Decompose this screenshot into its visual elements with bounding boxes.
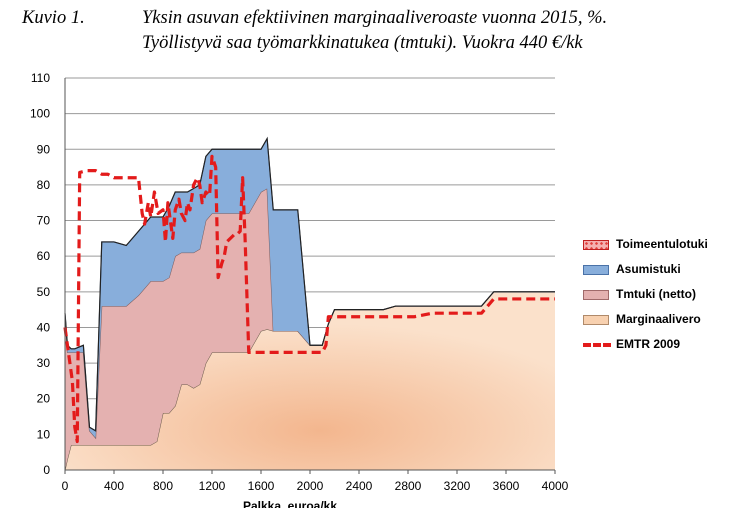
tick-labels: 0 10 20 30 40 50 60 70 80 90 100 110 0 400 800 1200 1600… bbox=[30, 71, 569, 493]
y-tick-label: 90 bbox=[37, 142, 51, 156]
x-axis-label: Palkka, euroa/kk bbox=[243, 499, 337, 508]
legend-item-emtr-2009: EMTR 2009 bbox=[583, 336, 730, 356]
legend-swatch-toimeentulotuki bbox=[583, 240, 609, 250]
x-tick-label: 3600 bbox=[493, 479, 520, 493]
x-tick-label: 400 bbox=[104, 479, 124, 493]
legend-label-toimeentulotuki: Toimeentulotuki bbox=[616, 237, 708, 251]
axes bbox=[64, 78, 556, 474]
line-emtr-2009 bbox=[63, 154, 555, 444]
y-tick-label: 0 bbox=[43, 463, 50, 477]
y-tick-label: 40 bbox=[37, 320, 51, 334]
x-tick-label: 1200 bbox=[199, 479, 226, 493]
x-tick-label: 800 bbox=[153, 479, 173, 493]
y-tick-label: 20 bbox=[37, 392, 51, 406]
figure-number: Kuvio 1. bbox=[22, 8, 85, 28]
y-tick-label: 60 bbox=[37, 249, 51, 263]
legend-swatch-tmtuki bbox=[583, 290, 609, 300]
x-tick-label: 2400 bbox=[346, 479, 373, 493]
y-tick-label: 10 bbox=[37, 427, 51, 441]
x-tick-label: 2000 bbox=[297, 479, 324, 493]
x-tick-label: 3200 bbox=[444, 479, 471, 493]
x-tick-label: 0 bbox=[62, 479, 69, 493]
y-tick-label: 110 bbox=[31, 71, 50, 85]
legend-label-marginaalivero: Marginaalivero bbox=[616, 312, 701, 326]
legend-swatch-marginaalivero bbox=[583, 315, 609, 325]
y-tick-label: 30 bbox=[37, 356, 51, 370]
y-tick-label: 100 bbox=[30, 107, 50, 121]
legend-swatch-asumistuki bbox=[583, 265, 609, 275]
legend-item-asumistuki: Asumistuki bbox=[583, 261, 730, 281]
figure-title-line-1: Yksin asuvan efektiivinen marginaalivero… bbox=[142, 8, 608, 28]
area-tmtuki-netto bbox=[65, 188, 555, 471]
y-tick-label: 50 bbox=[37, 285, 51, 299]
y-tick-label: 70 bbox=[37, 214, 51, 228]
legend-label-asumistuki: Asumistuki bbox=[616, 262, 681, 276]
legend-swatch-emtr-2009 bbox=[583, 343, 611, 347]
legend-label-tmtuki: Tmtuki (netto) bbox=[616, 287, 696, 301]
x-tick-label: 1600 bbox=[248, 479, 275, 493]
x-tick-label: 2800 bbox=[395, 479, 422, 493]
x-tick-label: 4000 bbox=[542, 479, 569, 493]
legend-label-emtr-2009: EMTR 2009 bbox=[616, 337, 681, 351]
y-tick-label: 80 bbox=[37, 178, 51, 192]
figure-title-line-2: Työllistyvä saa työmarkkinatukea (tmtuki… bbox=[142, 33, 583, 53]
legend-item-tmtuki: Tmtuki (netto) bbox=[583, 286, 730, 306]
series-lines bbox=[63, 136, 555, 444]
total-emtr-outline bbox=[64, 136, 555, 432]
legend-item-toimeentulotuki: Toimeentulotuki bbox=[583, 236, 730, 256]
legend-item-marginaalivero: Marginaalivero bbox=[583, 311, 730, 331]
area-marginaalivero bbox=[65, 291, 555, 470]
